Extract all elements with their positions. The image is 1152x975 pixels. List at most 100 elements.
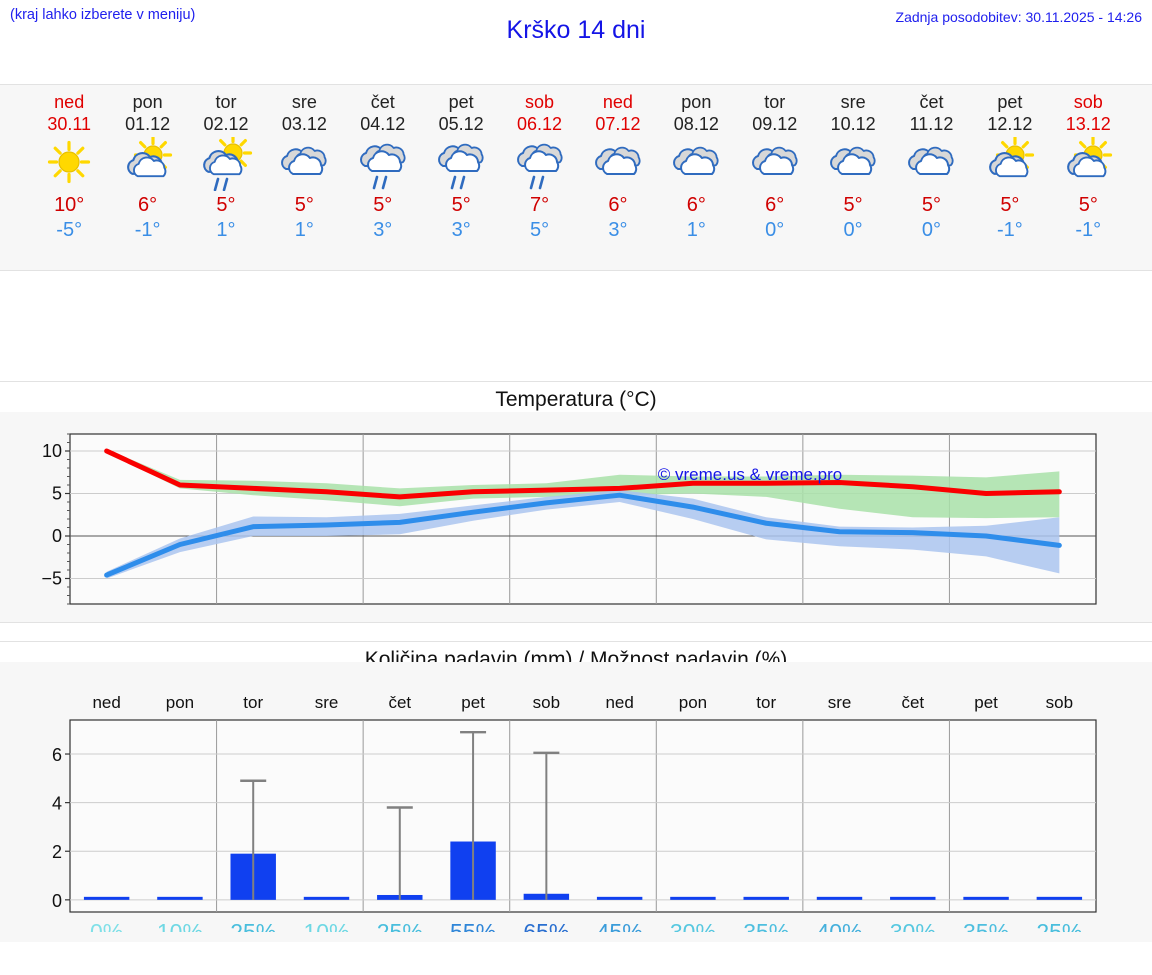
day-column[interactable]: čet 04.12 5° 3° — [344, 85, 422, 270]
day-date: 04.12 — [360, 114, 406, 134]
day-date: 08.12 — [673, 114, 719, 134]
day-date: 11.12 — [909, 114, 954, 134]
svg-text:sre: sre — [315, 693, 339, 712]
day-temp-max: 5° — [373, 194, 393, 216]
day-temp-max: 10° — [54, 194, 85, 216]
day-temp-max: 5° — [1078, 194, 1098, 216]
temperature-chart: 10 5 0 −5 © vreme.us & vreme.pro — [0, 412, 1152, 622]
cloud-icon — [666, 135, 726, 193]
svg-text:−5: −5 — [41, 569, 62, 589]
cloud-icon — [823, 135, 883, 193]
day-name: ned — [602, 92, 633, 112]
svg-text:6: 6 — [52, 745, 62, 765]
day-date: 03.12 — [281, 114, 327, 134]
day-temp-min: -5° — [56, 219, 83, 241]
svg-text:čet: čet — [901, 693, 924, 712]
day-date: 05.12 — [438, 114, 484, 134]
day-column[interactable]: pet 12.12 5° -1° — [971, 85, 1049, 270]
sun-cloud-icon — [1058, 135, 1118, 193]
day-date: 09.12 — [752, 114, 798, 134]
day-temp-min: 3° — [373, 219, 393, 241]
svg-text:pon: pon — [166, 693, 194, 712]
precipitation-chart-block: Količina padavin (mm) / Možnost padavin … — [0, 641, 1152, 942]
day-temp-min: 5° — [529, 219, 550, 241]
svg-text:pet: pet — [461, 693, 485, 712]
day-date: 02.12 — [203, 114, 249, 134]
top-bar: (kraj lahko izberete v meniju) Krško 14 … — [0, 0, 1152, 60]
day-date: 30.11 — [47, 114, 92, 134]
svg-text:4: 4 — [52, 794, 62, 814]
day-column[interactable]: pon 08.12 6° 1° — [657, 85, 735, 270]
day-temp-max: 5° — [294, 194, 314, 216]
day-name: tor — [764, 92, 786, 112]
svg-text:65%: 65% — [523, 919, 569, 932]
day-name: sre — [840, 92, 866, 112]
svg-text:ned: ned — [605, 693, 633, 712]
day-date: 10.12 — [830, 114, 876, 134]
svg-text:čet: čet — [388, 693, 411, 712]
svg-text:tor: tor — [756, 693, 776, 712]
svg-text:25%: 25% — [1036, 919, 1082, 932]
day-column[interactable]: sre 10.12 5° 0° — [814, 85, 892, 270]
day-column[interactable]: tor 02.12 5° 1° — [187, 85, 265, 270]
day-date: 01.12 — [125, 114, 171, 134]
last-updated: Zadnja posodobitev: 30.11.2025 - 14:26 — [895, 9, 1142, 25]
svg-text:30%: 30% — [670, 919, 716, 932]
svg-text:45%: 45% — [597, 919, 643, 932]
svg-text:0: 0 — [52, 526, 62, 546]
cloud-rain-icon — [353, 135, 413, 193]
day-column[interactable]: sre 03.12 5° 1° — [265, 85, 343, 270]
svg-text:25%: 25% — [230, 919, 276, 932]
page-title: Krško 14 dni — [506, 16, 646, 44]
svg-text:pet: pet — [974, 693, 998, 712]
svg-text:2: 2 — [52, 842, 62, 862]
svg-text:10: 10 — [42, 441, 62, 461]
day-date: 07.12 — [595, 114, 641, 134]
svg-text:55%: 55% — [450, 919, 496, 932]
day-temp-min: 0° — [921, 219, 942, 241]
day-column[interactable]: pet 05.12 5° 3° — [422, 85, 500, 270]
svg-text:0%: 0% — [90, 919, 123, 932]
day-date: 13.12 — [1065, 114, 1111, 134]
day-temp-max: 7° — [529, 194, 550, 216]
svg-text:10%: 10% — [303, 919, 349, 932]
temperature-chart-title: Temperatura (°C) — [0, 388, 1152, 412]
day-name: pon — [681, 92, 712, 112]
day-date: 12.12 — [987, 114, 1033, 134]
day-temp-min: -1° — [996, 219, 1023, 241]
svg-text:ned: ned — [92, 693, 120, 712]
day-column[interactable]: ned 07.12 6° 3° — [579, 85, 657, 270]
day-name: pon — [132, 92, 163, 112]
day-name: čet — [370, 92, 395, 112]
cloud-icon — [745, 135, 805, 193]
day-temp-min: 0° — [843, 219, 863, 241]
cloud-rain-icon — [510, 135, 570, 193]
menu-hint: (kraj lahko izberete v meniju) — [10, 7, 196, 23]
cloud-icon — [274, 135, 334, 193]
daily-forecast-strip: ned 30.11 10° -5° pon 01.12 6° -1° tor 02.… — [0, 84, 1152, 271]
day-temp-max: 5° — [451, 194, 471, 216]
svg-text:40%: 40% — [816, 919, 862, 932]
day-temp-min: 3° — [608, 219, 628, 241]
svg-text:tor: tor — [243, 693, 263, 712]
day-temp-min: 1° — [216, 219, 236, 241]
cloud-rain-icon — [431, 135, 491, 193]
day-temp-min: 3° — [451, 219, 471, 241]
day-temp-max: 5° — [1000, 194, 1020, 216]
day-column[interactable]: ned 30.11 10° -5° — [30, 85, 108, 270]
day-date: 06.12 — [517, 114, 563, 134]
day-column[interactable]: sob 06.12 7° 5° — [500, 85, 578, 270]
day-temp-min: 1° — [686, 219, 706, 241]
svg-text:30%: 30% — [890, 919, 936, 932]
day-column[interactable]: sob 13.12 5° -1° — [1049, 85, 1127, 270]
day-name: tor — [215, 92, 237, 112]
svg-text:0: 0 — [52, 891, 62, 911]
day-column[interactable]: pon 01.12 6° -1° — [108, 85, 186, 270]
day-temp-max: 6° — [686, 194, 706, 216]
svg-text:10%: 10% — [157, 919, 203, 932]
day-column[interactable]: tor 09.12 6° 0° — [736, 85, 814, 270]
day-temp-max: 6° — [608, 194, 628, 216]
day-name: pet — [997, 92, 1023, 112]
day-column[interactable]: čet 11.12 5° 0° — [892, 85, 970, 270]
